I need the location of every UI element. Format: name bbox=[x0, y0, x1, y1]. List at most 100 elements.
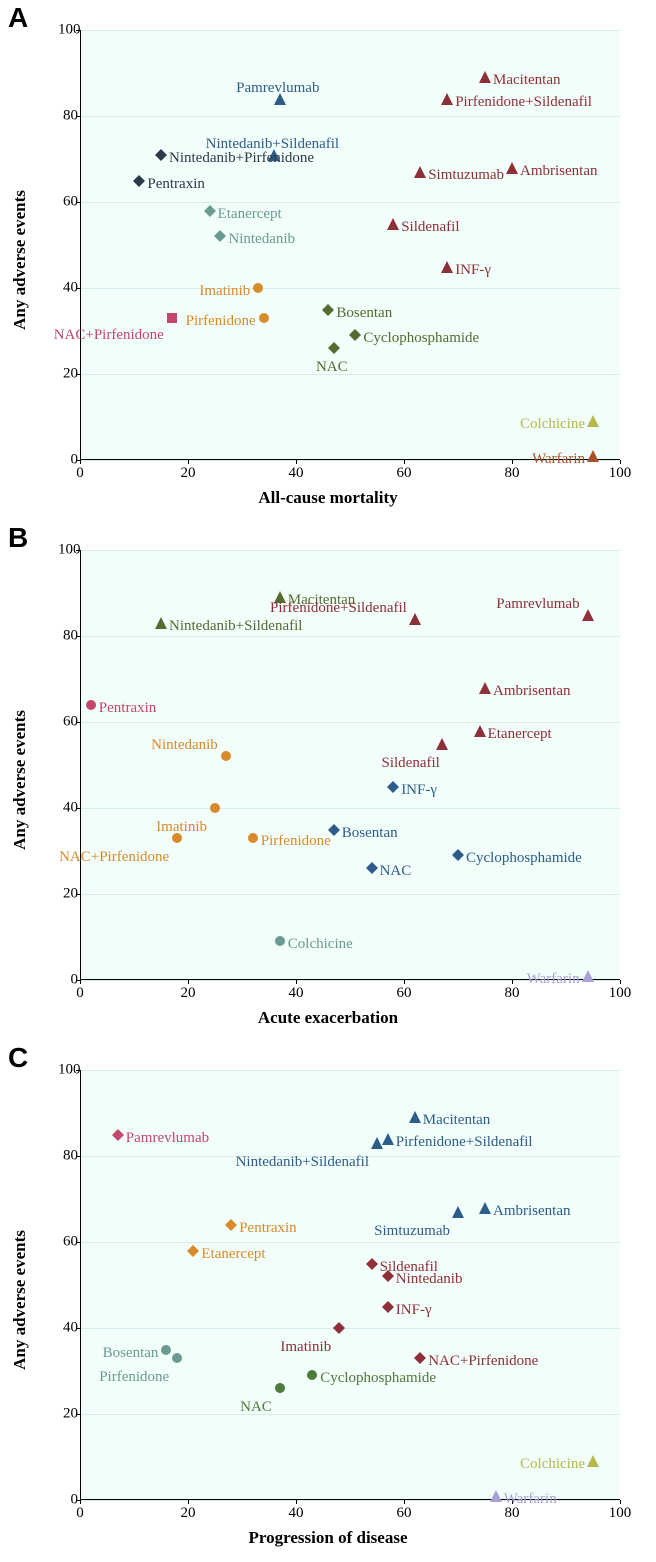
x-tick-mark bbox=[512, 460, 513, 464]
x-tick-mark bbox=[80, 980, 81, 984]
data-point bbox=[187, 1245, 199, 1257]
y-tick-label: 80 bbox=[58, 108, 78, 125]
data-point-label: Macitentan bbox=[423, 1113, 490, 1128]
data-point-label: Bosentan bbox=[342, 826, 398, 841]
x-axis-label: Acute exacerbation bbox=[258, 1008, 398, 1028]
data-point-label: Pentraxin bbox=[239, 1221, 297, 1236]
data-point-label: Sildenafil bbox=[401, 220, 459, 235]
data-point bbox=[112, 1129, 124, 1141]
data-point bbox=[474, 725, 486, 737]
data-point-label: Imatinib bbox=[280, 1340, 331, 1355]
y-tick-label: 40 bbox=[58, 280, 78, 297]
y-axis bbox=[80, 1070, 81, 1500]
data-point bbox=[582, 609, 594, 621]
data-point-label: Pamrevlumab bbox=[496, 597, 579, 612]
data-point bbox=[258, 312, 270, 324]
data-point-label: Colchicine bbox=[520, 1457, 585, 1472]
data-point-label: Simtuzumab bbox=[374, 1224, 450, 1239]
x-tick-label: 0 bbox=[76, 985, 84, 1002]
x-tick-label: 0 bbox=[76, 465, 84, 482]
data-point-label: Pirfenidone+Sildenafil bbox=[455, 95, 592, 110]
data-point-label: Cyclophosphamide bbox=[363, 331, 479, 346]
y-tick-label: 0 bbox=[58, 1492, 78, 1509]
data-point bbox=[436, 738, 448, 750]
gridline bbox=[80, 374, 620, 375]
data-point-label: Etanercept bbox=[488, 727, 552, 742]
x-tick-label: 100 bbox=[609, 1505, 632, 1522]
data-point bbox=[220, 750, 232, 762]
data-point bbox=[155, 149, 167, 161]
data-point-label: Pirfenidone bbox=[99, 1370, 169, 1385]
data-point-label: Bosentan bbox=[103, 1346, 159, 1361]
data-point bbox=[328, 342, 340, 354]
data-point bbox=[349, 329, 361, 341]
gridline bbox=[80, 808, 620, 809]
x-tick-label: 100 bbox=[609, 985, 632, 1002]
data-point-label: Cyclophosphamide bbox=[320, 1371, 436, 1386]
data-point-label: Ambrisentan bbox=[493, 1204, 570, 1219]
data-point-label: Nintedanib+Sildenafil bbox=[169, 619, 302, 634]
data-point bbox=[441, 261, 453, 273]
data-point-label: Sildenafil bbox=[381, 756, 439, 771]
y-tick-label: 80 bbox=[58, 1148, 78, 1165]
y-tick-label: 100 bbox=[58, 22, 78, 39]
data-point-label: Nintedanib+Sildenafil bbox=[236, 1155, 369, 1170]
data-point-label: Nintedanib bbox=[396, 1272, 463, 1287]
panel-label: B bbox=[8, 522, 28, 554]
x-tick-label: 0 bbox=[76, 1505, 84, 1522]
data-point bbox=[155, 617, 167, 629]
x-tick-label: 60 bbox=[397, 985, 412, 1002]
data-point bbox=[214, 230, 226, 242]
data-point bbox=[452, 1206, 464, 1218]
panel-B: B020406080100020406080100Any adverse eve… bbox=[0, 520, 656, 1040]
data-point-label: Simtuzumab bbox=[428, 168, 504, 183]
gridline bbox=[80, 894, 620, 895]
y-tick-label: 80 bbox=[58, 628, 78, 645]
gridline bbox=[80, 550, 620, 551]
panel-label: A bbox=[8, 2, 28, 34]
data-point bbox=[322, 304, 334, 316]
data-point-label: Pentraxin bbox=[99, 701, 157, 716]
gridline bbox=[80, 636, 620, 637]
data-point bbox=[171, 832, 183, 844]
data-point bbox=[387, 781, 399, 793]
data-point bbox=[587, 450, 599, 462]
data-point-label: Ambrisentan bbox=[493, 684, 570, 699]
x-tick-label: 60 bbox=[397, 465, 412, 482]
data-point-label: NAC bbox=[380, 864, 412, 879]
data-point-label: Pirfenidone+Sildenafil bbox=[270, 601, 407, 616]
data-point-label: Nintedanib+Pirfenidone bbox=[169, 151, 314, 166]
y-tick-label: 60 bbox=[58, 714, 78, 731]
data-point-label: Ambrisentan bbox=[520, 164, 597, 179]
data-point bbox=[225, 1219, 237, 1231]
data-point-label: Colchicine bbox=[288, 937, 353, 952]
data-point-label: Etanercept bbox=[201, 1247, 265, 1262]
gridline bbox=[80, 202, 620, 203]
data-point-label: Cyclophosphamide bbox=[466, 851, 582, 866]
x-tick-mark bbox=[404, 1500, 405, 1504]
y-tick-label: 20 bbox=[58, 366, 78, 383]
y-tick-label: 60 bbox=[58, 194, 78, 211]
gridline bbox=[80, 1242, 620, 1243]
data-point bbox=[582, 970, 594, 982]
y-tick-label: 60 bbox=[58, 1234, 78, 1251]
x-tick-mark bbox=[80, 1500, 81, 1504]
x-tick-mark bbox=[620, 460, 621, 464]
data-point bbox=[366, 1258, 378, 1270]
gridline bbox=[80, 30, 620, 31]
x-tick-mark bbox=[296, 1500, 297, 1504]
data-point-label: Nintedanib bbox=[228, 232, 295, 247]
data-point bbox=[133, 175, 145, 187]
data-point-label: Nintedanib bbox=[151, 738, 218, 753]
data-point-label: Pamrevlumab bbox=[126, 1131, 209, 1146]
data-point bbox=[85, 699, 97, 711]
y-axis bbox=[80, 550, 81, 980]
data-point-label: NAC bbox=[240, 1400, 272, 1415]
data-point bbox=[171, 1352, 183, 1364]
x-tick-label: 100 bbox=[609, 465, 632, 482]
data-point bbox=[587, 415, 599, 427]
data-point bbox=[366, 862, 378, 874]
data-point bbox=[306, 1369, 318, 1381]
data-point-label: Macitentan bbox=[493, 73, 560, 88]
data-point bbox=[506, 162, 518, 174]
